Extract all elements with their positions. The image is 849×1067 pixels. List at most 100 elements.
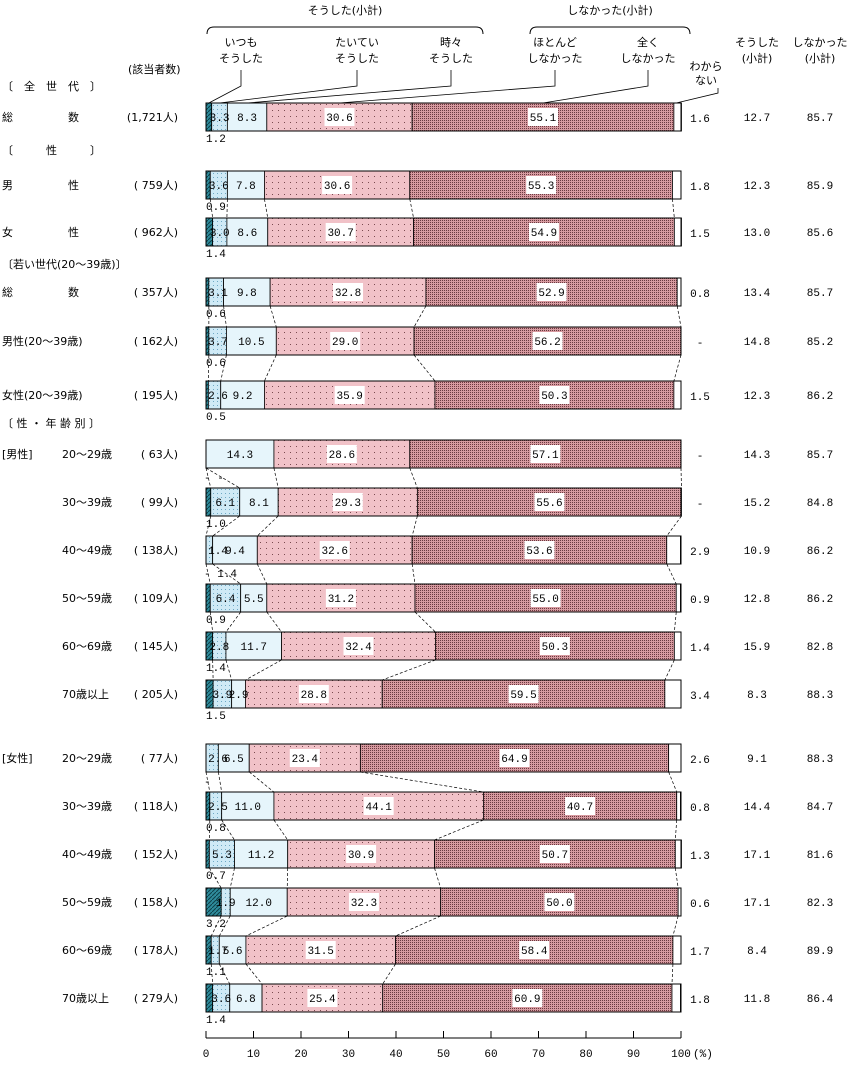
connector-line bbox=[218, 772, 221, 792]
dk-value: 3.4 bbox=[690, 691, 710, 703]
x-tick-label: 80 bbox=[579, 1049, 592, 1061]
connector-line bbox=[257, 564, 267, 584]
dk-label: わから bbox=[690, 60, 723, 73]
data-label: 55.6 bbox=[536, 498, 562, 510]
sum1-value: 9.1 bbox=[747, 754, 767, 766]
row-n: ( 109人) bbox=[134, 592, 178, 605]
data-label: 6.8 bbox=[236, 994, 256, 1006]
row-n: ( 357人) bbox=[134, 286, 178, 299]
data-label: 0.7 bbox=[206, 871, 226, 883]
data-label: 1.9 bbox=[216, 898, 236, 910]
sum1-value: 13.4 bbox=[744, 288, 771, 300]
sum2-value: 85.2 bbox=[807, 337, 833, 349]
data-label: 1.4 bbox=[206, 249, 226, 261]
row-n: ( 158人) bbox=[134, 896, 178, 909]
data-label: 0.6 bbox=[206, 358, 226, 370]
leader-line bbox=[209, 70, 241, 103]
data-label: 9.8 bbox=[237, 288, 257, 300]
data-label: 2.5 bbox=[208, 802, 228, 814]
leader-line bbox=[247, 70, 451, 103]
data-label: 1.4 bbox=[206, 1015, 226, 1027]
dk-label: ない bbox=[695, 74, 717, 87]
series-label: しなかった bbox=[528, 52, 583, 65]
row-label: 総 数 bbox=[2, 110, 79, 124]
series-label: しなかった bbox=[621, 52, 676, 65]
sum1-value: 17.1 bbox=[744, 898, 771, 910]
group-title-shinakatta: しなかった(小計) bbox=[567, 3, 653, 17]
series-label: そうした bbox=[219, 52, 263, 65]
data-label: 32.3 bbox=[351, 898, 377, 910]
data-label: 5.6 bbox=[223, 946, 243, 958]
data-label: 12.0 bbox=[246, 898, 272, 910]
row-label: 50～59歳 bbox=[62, 896, 112, 909]
x-tick-label: 10 bbox=[247, 1049, 260, 1061]
row-n: ( 162人) bbox=[134, 335, 178, 348]
connector-line bbox=[434, 868, 440, 888]
data-label: 30.6 bbox=[326, 113, 352, 125]
connector-line bbox=[246, 916, 287, 936]
sum2-header: しなかった bbox=[793, 36, 848, 49]
data-label: 50.3 bbox=[541, 391, 567, 403]
data-label: 55.3 bbox=[528, 181, 554, 193]
data-label: 11.7 bbox=[241, 642, 267, 654]
sum2-value: 84.8 bbox=[807, 498, 833, 510]
data-label: 6.1 bbox=[215, 498, 235, 510]
data-label: 60.9 bbox=[514, 994, 540, 1006]
data-label: 1.1 bbox=[206, 967, 226, 979]
connector-line bbox=[267, 612, 282, 632]
data-label: 14.3 bbox=[227, 450, 253, 462]
dk-value: 1.8 bbox=[690, 995, 710, 1007]
connector-line bbox=[667, 516, 682, 536]
data-label: 31.2 bbox=[328, 594, 354, 606]
data-label: 2.9 bbox=[229, 690, 249, 702]
connector-line bbox=[415, 612, 435, 632]
row-n: (1,721人) bbox=[127, 111, 178, 124]
data-label: 0.6 bbox=[206, 309, 226, 321]
row-label: 30～39歳 bbox=[62, 800, 112, 813]
group-title-soushita: そうした(小計) bbox=[308, 3, 383, 17]
sum2-value: 85.7 bbox=[807, 450, 833, 462]
connector-line bbox=[383, 964, 396, 984]
connector-line bbox=[414, 306, 426, 327]
row-n: ( 178人) bbox=[134, 944, 178, 957]
row-label: 20～29歳 bbox=[62, 448, 112, 461]
row-n: ( 195人) bbox=[134, 389, 178, 402]
sum2-value: 86.2 bbox=[807, 546, 833, 558]
sum2-value: 88.3 bbox=[807, 690, 833, 702]
dk-value: 0.8 bbox=[690, 289, 710, 301]
bar-segment-6 bbox=[674, 381, 681, 409]
data-label: 32.4 bbox=[345, 642, 372, 654]
sum2-value: 86.2 bbox=[807, 391, 833, 403]
row-label: 50～59歳 bbox=[62, 592, 112, 605]
row-prefix: [女性] bbox=[2, 751, 33, 765]
data-label: 6.5 bbox=[224, 754, 244, 766]
leader-line bbox=[543, 70, 648, 103]
dk-value: - bbox=[697, 499, 704, 511]
sum2-header: (小計) bbox=[805, 51, 836, 65]
data-label: 1.2 bbox=[206, 134, 226, 146]
row-label: 男性(20～39歳) bbox=[2, 334, 83, 348]
connector-line bbox=[675, 820, 676, 840]
data-label: 55.1 bbox=[530, 113, 557, 125]
data-label: 3.3 bbox=[210, 113, 230, 125]
data-label: 2.8 bbox=[209, 642, 229, 654]
dk-value: - bbox=[697, 338, 704, 350]
connector-line bbox=[230, 868, 234, 888]
connector-line bbox=[245, 660, 281, 680]
data-label: 6.4 bbox=[216, 594, 236, 606]
series-label: いつも bbox=[225, 36, 258, 49]
data-label: 30.6 bbox=[324, 181, 350, 193]
connector-line bbox=[674, 612, 676, 632]
data-label: 57.1 bbox=[532, 450, 559, 462]
x-tick-label: 40 bbox=[389, 1049, 402, 1061]
connector-line bbox=[382, 660, 435, 680]
data-label: 58.4 bbox=[521, 946, 548, 958]
x-tick-label: 90 bbox=[627, 1049, 640, 1061]
data-label: 32.6 bbox=[322, 546, 348, 558]
data-label: 53.6 bbox=[526, 546, 552, 558]
